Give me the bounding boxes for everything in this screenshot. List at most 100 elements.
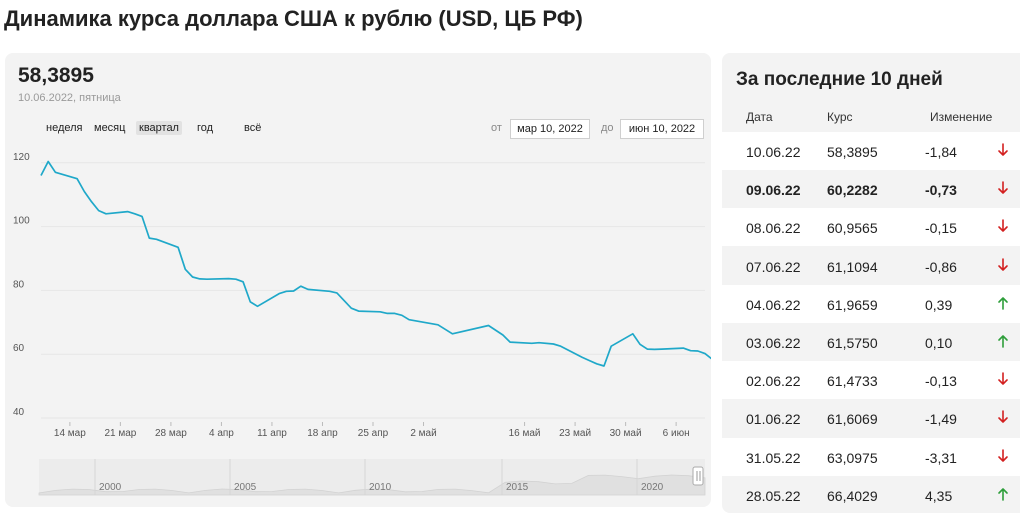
x-tick-label: 6 июн (663, 428, 690, 439)
data-point (690, 350, 692, 352)
table-row: 01.06.22 61,6069 -1,49 (722, 399, 1020, 437)
data-point (610, 345, 612, 347)
navigator-label: 2005 (234, 482, 257, 493)
period-all[interactable]: всё (244, 122, 262, 134)
page-title: Динамика курса доллара США к рублю (USD,… (4, 6, 583, 31)
navigator-handle[interactable] (692, 466, 704, 486)
header-date: Дата (746, 110, 773, 124)
data-point (401, 315, 403, 317)
row-date: 28.05.22 (746, 487, 801, 504)
row-rate: 61,6069 (827, 411, 878, 428)
arrow-down-icon (998, 181, 1008, 194)
data-point (300, 285, 302, 287)
x-tick-label: 23 май (559, 428, 591, 439)
x-tick-label: 2 май (410, 428, 436, 439)
data-point (257, 306, 259, 308)
row-change: -0,15 (925, 220, 957, 237)
data-point (105, 213, 107, 215)
rate-chart: 120 100 80 60 40 14 мар 21 мар 28 мар 4 апр 11 ап… (13, 152, 711, 496)
period-year[interactable]: год (197, 122, 214, 134)
data-point (278, 293, 280, 295)
row-change: -1,49 (925, 411, 957, 428)
period-week[interactable]: неделя (46, 122, 83, 134)
row-date: 07.06.22 (746, 258, 801, 275)
navigator-label: 2015 (506, 482, 529, 493)
table-row: 28.05.22 66,4029 4,35 (722, 476, 1020, 513)
header-rate: Курс (827, 110, 853, 124)
x-tick-label: 11 апр (257, 428, 287, 439)
data-point (250, 301, 252, 303)
data-point (149, 237, 151, 239)
range-from-input[interactable]: мар 10, 2022 (510, 119, 590, 139)
table-row: 31.05.22 63,0975 -3,31 (722, 437, 1020, 476)
data-point (538, 342, 540, 344)
data-point (206, 278, 208, 280)
arrow-up-icon (998, 296, 1008, 310)
data-point (502, 334, 504, 336)
arrow-down-icon (998, 372, 1008, 385)
data-point (84, 191, 86, 193)
row-change: 0,10 (925, 335, 953, 351)
period-month[interactable]: месяц (94, 122, 126, 134)
table-row: 04.06.22 61,9659 0,39 (722, 284, 1020, 323)
data-point (408, 319, 410, 321)
arrow-up-icon (998, 335, 1008, 348)
data-point (358, 310, 360, 312)
series-line (40, 160, 711, 367)
y-tick-label: 60 (13, 343, 25, 354)
data-point (228, 278, 230, 280)
row-rate: 58,3895 (827, 144, 878, 160)
row-change: -1,84 (925, 144, 957, 160)
data-point (127, 211, 129, 213)
data-point (452, 333, 454, 335)
range-to-input[interactable]: июн 10, 2022 (620, 119, 704, 139)
data-point (192, 276, 194, 278)
row-change: 0,39 (925, 296, 953, 313)
navigator-area (38, 474, 706, 496)
x-tick-label: 14 мар (54, 428, 86, 439)
period-quarter[interactable]: квартал (136, 121, 182, 135)
row-date: 01.06.22 (746, 411, 801, 428)
data-point (156, 239, 158, 241)
row-rate: 61,4733 (827, 373, 878, 390)
data-point (596, 363, 598, 365)
arrow-down-icon (998, 143, 1008, 156)
data-point (98, 210, 100, 212)
row-rate: 60,2282 (827, 182, 878, 199)
table-row: 03.06.22 61,5750 0,10 (722, 323, 1020, 361)
chart-card: 120 100 80 60 40 14 мар 21 мар 28 мар 4 апр 11 ап… (5, 53, 711, 507)
y-tick-label: 80 (13, 279, 25, 290)
row-date: 03.06.22 (746, 335, 801, 351)
row-rate: 60,9565 (827, 220, 878, 237)
table-row: 02.06.22 61,4733 -0,13 (722, 361, 1020, 400)
data-point (531, 343, 533, 345)
x-tick-label: 25 апр (358, 428, 389, 439)
table-row: 08.06.22 60,9565 -0,15 (722, 208, 1020, 247)
data-point (387, 313, 389, 315)
data-point (704, 353, 706, 355)
navigator-label: 2020 (641, 482, 664, 493)
data-point (329, 291, 331, 293)
x-tick-label: 18 апр (307, 428, 338, 439)
data-point (589, 360, 591, 362)
data-point (134, 213, 136, 215)
data-point (603, 365, 605, 367)
data-point (697, 350, 699, 352)
current-rate-value: 58,3895 (18, 64, 94, 87)
data-point (351, 307, 353, 309)
table-row: 07.06.22 61,1094 -0,86 (722, 247, 1020, 285)
data-point (235, 278, 237, 280)
row-change: -0,13 (925, 373, 957, 390)
y-tick-label: 40 (13, 407, 25, 418)
arrow-down-icon (998, 410, 1008, 424)
data-point (343, 300, 345, 302)
y-tick-label: 120 (13, 152, 30, 163)
arrow-down-icon (998, 219, 1008, 233)
row-change: -3,31 (925, 449, 957, 466)
data-point (293, 290, 295, 292)
row-date: 31.05.22 (746, 449, 801, 466)
y-tick-label: 100 (13, 216, 30, 227)
x-tick-label: 28 мар (155, 428, 187, 439)
range-from-label: от (491, 122, 502, 134)
row-change: 4,35 (925, 487, 953, 504)
